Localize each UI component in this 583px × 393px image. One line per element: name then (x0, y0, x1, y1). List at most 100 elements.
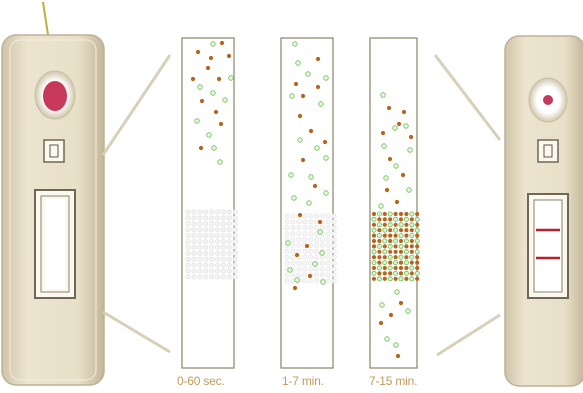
gold-particle (398, 300, 404, 306)
capture-zone-dot (393, 233, 398, 238)
capture-zone-dot (376, 243, 382, 249)
capture-zone-dot (414, 227, 420, 233)
capture-zone-dot (414, 249, 420, 255)
capture-zone-dot (331, 242, 337, 248)
green-particle (197, 84, 203, 90)
capture-zone-dot (404, 228, 409, 233)
capture-zone-dot (302, 254, 308, 260)
capture-zone-dot (232, 215, 238, 221)
capture-zone-dot (191, 221, 197, 227)
capture-zone-dot (302, 213, 308, 219)
capture-zone-dot (232, 233, 238, 239)
green-particle (194, 118, 200, 124)
capture-zone-dot (393, 260, 399, 266)
left-test-device (1, 34, 105, 386)
capture-zone-dot (302, 266, 308, 272)
capture-zone-dot (387, 243, 393, 249)
capture-zone-dot (214, 268, 220, 274)
capture-zone-dot (232, 221, 238, 227)
capture-zone-dot (209, 274, 215, 280)
capture-zone-dot (331, 237, 337, 243)
capture-zone-dot (232, 227, 238, 233)
capture-zone-dot (409, 238, 414, 244)
green-particle (317, 229, 323, 235)
strip-1-7-min (280, 37, 337, 369)
green-particle (294, 277, 300, 283)
capture-zone-dot (220, 233, 226, 239)
capture-zone-dot (398, 228, 404, 233)
capture-zone-dot (302, 225, 308, 231)
green-particle (384, 336, 390, 342)
capture-zone-dot (185, 244, 191, 250)
capture-zone-dot (296, 242, 302, 248)
capture-zone-dot (290, 254, 296, 260)
capture-zone-dot (232, 268, 238, 274)
capture-zone-dot (220, 262, 226, 268)
capture-zone-dot (388, 233, 393, 238)
green-particle (403, 123, 409, 129)
gold-particle (300, 157, 306, 163)
capture-zone-dot (226, 250, 232, 256)
capture-zone-dot (197, 268, 203, 274)
capture-zone-dot (319, 213, 325, 219)
capture-zone-dot (209, 250, 215, 256)
capture-zone-dot (290, 260, 296, 266)
green-particle (288, 172, 294, 178)
capture-zone-dot (371, 255, 377, 260)
capture-zone-dot (404, 222, 409, 227)
capture-zone-dot (404, 276, 409, 281)
capture-zone-dot (409, 271, 414, 276)
capture-zone-dot (382, 276, 387, 281)
capture-zone-dot (191, 262, 197, 268)
capture-zone-dot (209, 238, 215, 244)
left-small-window (43, 139, 65, 163)
green-particle (297, 137, 303, 143)
capture-zone-dot (209, 215, 215, 221)
green-particle (320, 279, 326, 285)
capture-zone-dot (371, 276, 377, 281)
capture-zone-dot (290, 219, 296, 225)
capture-zone-dot (403, 216, 409, 222)
capture-zone-dot (382, 238, 388, 244)
green-particle (380, 92, 386, 98)
capture-zone-dot (209, 221, 215, 227)
capture-zone-dot (308, 225, 314, 231)
left-sample-drop (43, 81, 67, 111)
capture-zone-dot (185, 233, 191, 239)
capture-zone-dot (371, 227, 377, 233)
capture-zone-dot (331, 248, 337, 254)
capture-zone-dot (313, 272, 319, 278)
capture-zone-dot (232, 274, 238, 280)
green-particle (323, 190, 329, 196)
time-label-0-60-sec: 0-60 sec. (177, 374, 225, 388)
capture-zone-dot (415, 233, 420, 238)
capture-zone-dot (403, 249, 409, 255)
capture-zone-dot (404, 265, 409, 271)
capture-zone-dot (308, 260, 314, 266)
capture-zone-dot (331, 278, 337, 284)
green-particle (314, 145, 320, 151)
capture-zone-dot (325, 260, 331, 266)
capture-zone-dot (197, 209, 203, 215)
right-test-device (504, 35, 583, 387)
capture-zone-dot (319, 237, 325, 243)
capture-zone-dot (226, 233, 232, 239)
capture-zone-dot (414, 216, 420, 222)
gold-particle (388, 312, 394, 318)
capture-zone-dot (209, 262, 215, 268)
gold-particle (297, 113, 303, 119)
capture-zone-dot (371, 249, 377, 255)
green-particle (285, 240, 291, 246)
capture-zone-dot (197, 221, 203, 227)
green-particle (378, 203, 384, 209)
capture-zone-dot (308, 213, 314, 219)
capture-zone-dot (313, 248, 319, 254)
connector-left-bottom (102, 310, 171, 354)
capture-zone-dot (232, 209, 238, 215)
capture-zone-dot (377, 217, 382, 222)
capture-zone-dot (393, 255, 398, 260)
capture-zone-dot (398, 265, 404, 271)
capture-zone-dot (409, 211, 415, 217)
green-particle (228, 75, 234, 81)
capture-zone-dot (284, 225, 290, 231)
